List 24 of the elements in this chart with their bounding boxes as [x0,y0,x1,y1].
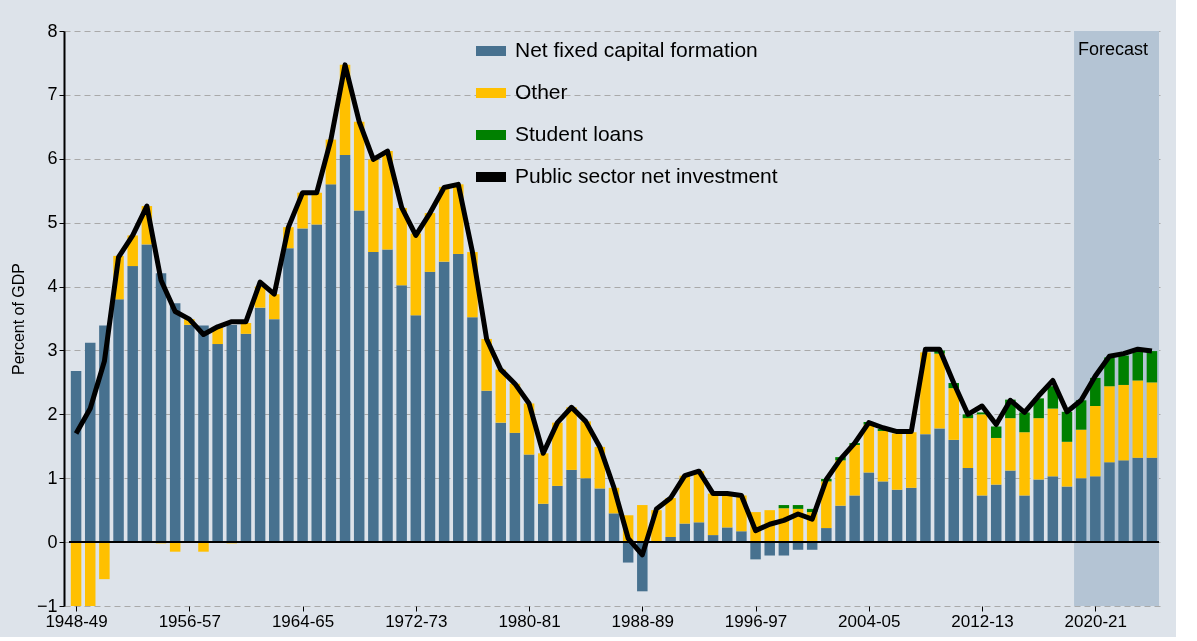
annotation: Forecast [1078,39,1149,59]
x-tick-label: 1996-97 [724,611,788,631]
y-tick-label: 8 [47,20,58,41]
y-tick-label: 1 [47,467,58,488]
x-tick-label: 1980-81 [498,611,561,631]
y-tick-label: 6 [47,148,58,169]
y-tick-label: 0 [47,531,58,552]
x-tick-label: 1988-89 [611,611,675,631]
x-tick-label: 1964-65 [271,611,335,631]
y-tick-label: 7 [47,84,58,105]
y-tick-label: 2 [47,403,58,424]
y-tick-label: 3 [47,339,58,360]
x-tick-label: 2012-13 [951,611,1014,631]
x-tick-label: 1972-73 [385,611,448,631]
y-tick-label: 4 [47,276,58,297]
legend-label: Public sector net investment [515,164,778,187]
x-tick-label: 1956-57 [158,611,222,631]
legend-label: Student loans [515,122,644,145]
y-axis-title: Percent of GDP [9,262,27,376]
y-tick-label: 5 [47,212,58,233]
legend-label: Net fixed capital formation [515,38,758,61]
legend-label: Other [515,80,568,103]
x-tick-label: 2004-05 [838,611,901,631]
x-tick-label: 2020-21 [1064,611,1127,631]
